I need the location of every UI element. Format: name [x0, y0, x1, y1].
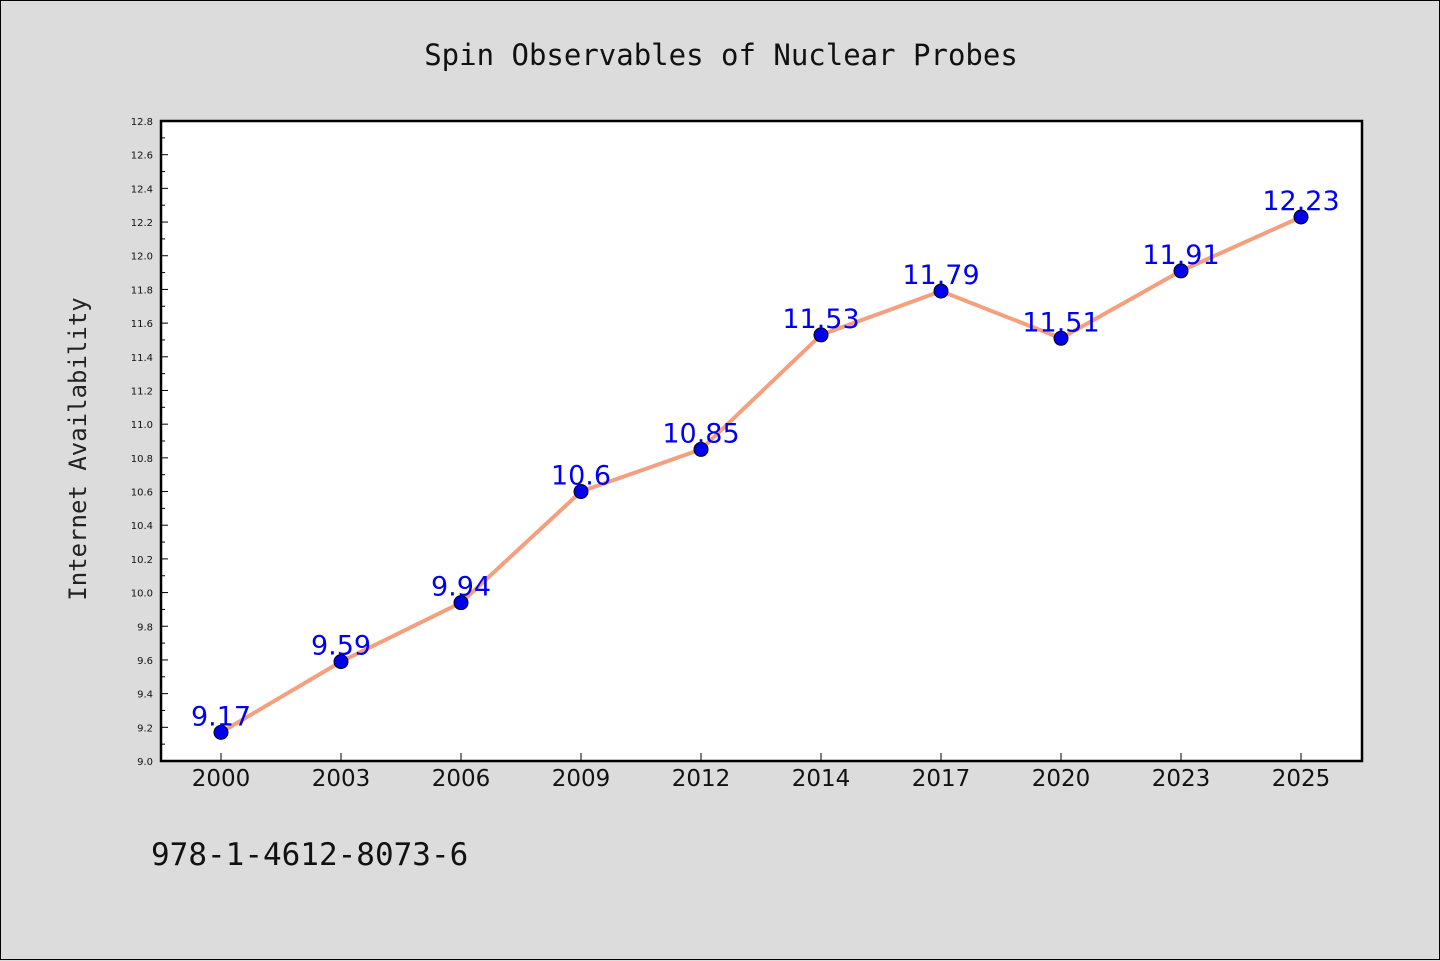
data-label: 12.23	[1262, 186, 1339, 217]
x-tick-label: 2009	[552, 766, 611, 792]
data-label: 10.6	[551, 461, 611, 492]
data-label: 9.17	[191, 701, 251, 732]
data-point	[1173, 263, 1189, 279]
x-tick-label: 2014	[792, 766, 851, 792]
data-point	[813, 327, 829, 343]
x-tick-label: 2012	[672, 766, 731, 792]
y-tick-label: 11.2	[131, 386, 153, 397]
data-label: 11.91	[1142, 240, 1219, 271]
data-point	[933, 283, 949, 299]
y-tick-label: 11.0	[131, 420, 153, 431]
y-tick-label: 12.0	[131, 252, 153, 263]
data-point	[213, 724, 229, 740]
data-point	[1053, 330, 1069, 346]
x-tick-label: 2017	[912, 766, 971, 792]
data-point	[693, 441, 709, 457]
y-tick-label: 11.4	[131, 353, 153, 364]
data-point	[1293, 209, 1309, 225]
data-label: 9.59	[311, 631, 371, 662]
data-label: 11.51	[1022, 307, 1099, 338]
data-label: 10.85	[662, 418, 739, 449]
x-tick-label: 2025	[1272, 766, 1331, 792]
y-tick-label: 9.8	[137, 622, 153, 633]
x-tick-label: 2000	[192, 766, 251, 792]
x-tick-label: 2023	[1152, 766, 1211, 792]
data-point	[333, 654, 349, 670]
x-tick-label: 2003	[312, 766, 371, 792]
y-tick-label: 12.6	[131, 151, 153, 162]
y-tick-label: 9.6	[137, 656, 153, 667]
y-axis: 9.0 9.2 9.4 9.6 9.8 10.0 10.2 10.4 10.6 10.8 11.0 1…	[131, 117, 168, 768]
y-axis-label: Internet Availability	[64, 297, 92, 600]
y-tick-label: 12.2	[131, 218, 153, 229]
y-tick-label: 12.4	[131, 184, 153, 195]
y-tick-label: 9.4	[137, 690, 153, 701]
y-tick-label: 10.0	[131, 589, 153, 600]
x-tick-label: 2006	[432, 766, 491, 792]
data-label: 11.53	[782, 304, 859, 335]
isbn-text: 978-1-4612-8073-6	[151, 837, 468, 873]
y-tick-label: 10.4	[131, 521, 153, 532]
y-tick-label: 9.2	[137, 723, 153, 734]
x-tick-label: 2020	[1032, 766, 1091, 792]
data-point	[573, 484, 589, 500]
data-point	[453, 595, 469, 611]
y-tick-label: 12.8	[131, 117, 153, 128]
chart-title: Spin Observables of Nuclear Probes	[424, 38, 1018, 72]
y-tick-label: 11.8	[131, 285, 153, 296]
y-tick-label: 9.0	[137, 757, 153, 768]
y-tick-label: 10.6	[131, 488, 153, 499]
y-tick-label: 10.8	[131, 454, 153, 465]
x-axis: 2000 2003 2006 2009 2012 2014 2017 2020 2023 2025	[192, 753, 1331, 792]
data-label: 9.94	[431, 572, 491, 603]
y-tick-label: 11.6	[131, 319, 153, 330]
plot-area	[159, 119, 1364, 763]
data-label: 11.79	[902, 260, 979, 291]
series-layer: 9.17 9.59 9.94 10.6 10.85 11.53 11.79 11.51 11.9…	[191, 186, 1340, 740]
series-line	[219, 215, 1303, 735]
y-tick-label: 10.2	[131, 555, 153, 566]
